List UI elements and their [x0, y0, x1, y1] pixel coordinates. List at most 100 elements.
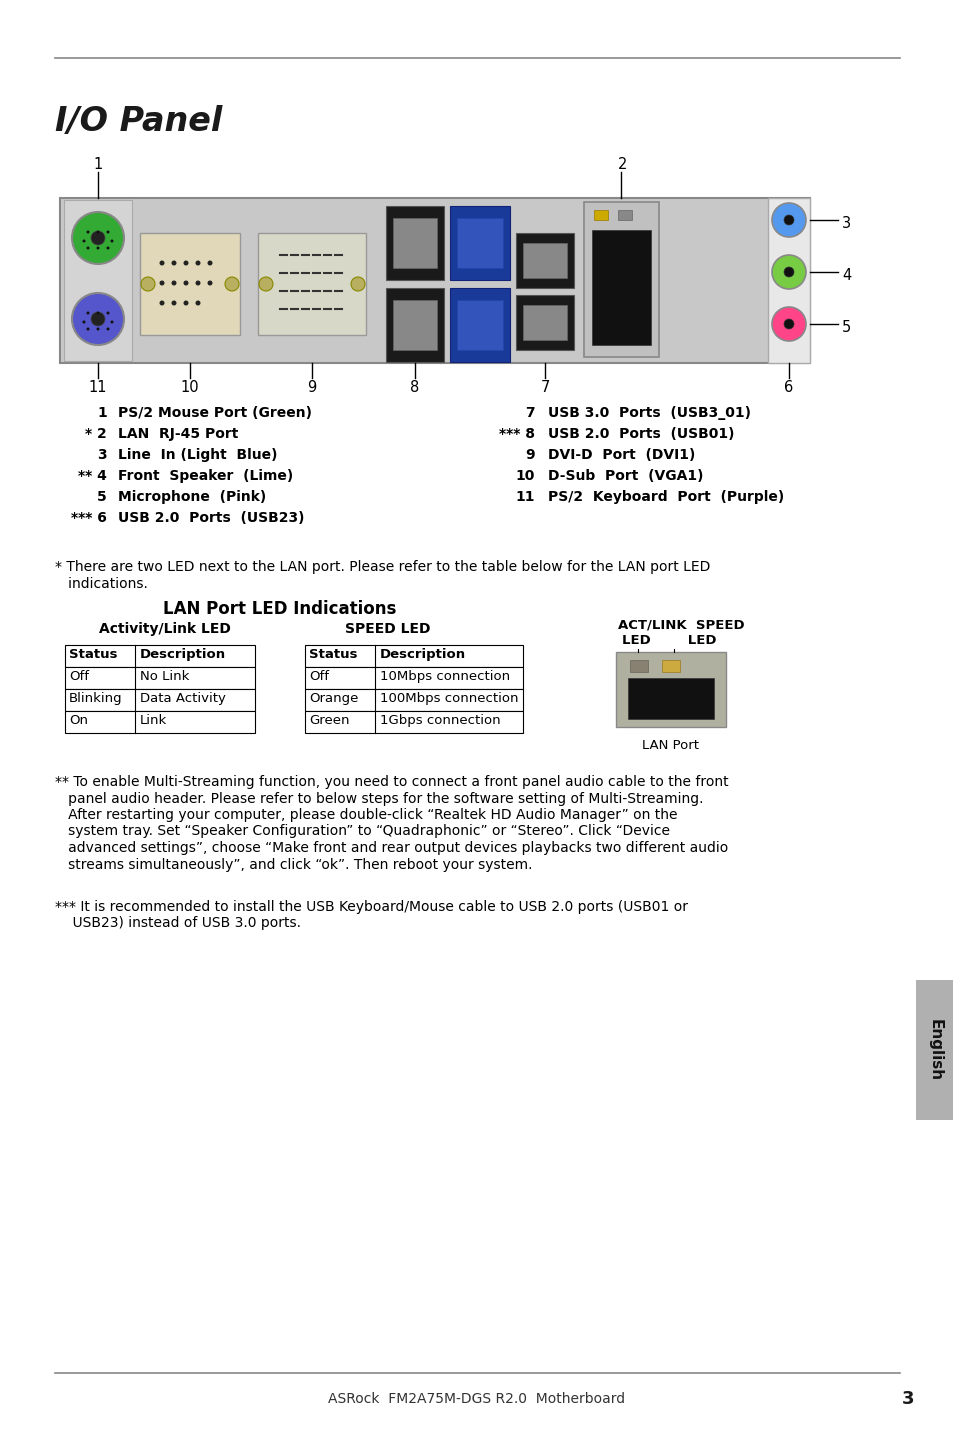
Circle shape — [195, 261, 200, 265]
Circle shape — [107, 246, 110, 249]
Bar — [627, 677, 713, 719]
Circle shape — [159, 261, 164, 265]
Bar — [450, 206, 510, 281]
Bar — [393, 299, 436, 349]
Text: Line  In (Light  Blue): Line In (Light Blue) — [118, 448, 277, 463]
Text: 3: 3 — [841, 216, 850, 232]
Bar — [65, 712, 254, 733]
Circle shape — [225, 276, 239, 291]
Bar — [386, 206, 443, 281]
Circle shape — [183, 261, 189, 265]
Circle shape — [183, 301, 189, 305]
Bar — [629, 660, 647, 672]
Circle shape — [96, 328, 99, 331]
Circle shape — [208, 281, 213, 285]
Text: 8: 8 — [410, 379, 419, 395]
Bar — [393, 218, 436, 268]
Circle shape — [159, 301, 164, 305]
Bar — [618, 211, 631, 221]
Circle shape — [91, 312, 105, 326]
Circle shape — [771, 306, 805, 341]
Bar — [616, 652, 725, 727]
Text: PS/2  Keyboard  Port  (Purple): PS/2 Keyboard Port (Purple) — [547, 490, 783, 504]
Bar — [140, 233, 240, 335]
Text: LED        LED: LED LED — [621, 634, 716, 647]
Text: On: On — [69, 715, 88, 727]
Circle shape — [783, 319, 793, 329]
Circle shape — [96, 312, 99, 315]
Circle shape — [351, 276, 365, 291]
Text: panel audio header. Please refer to below steps for the software setting of Mult: panel audio header. Please refer to belo… — [55, 792, 702, 805]
Circle shape — [208, 261, 213, 265]
Text: Link: Link — [140, 715, 167, 727]
Circle shape — [195, 281, 200, 285]
Circle shape — [783, 266, 793, 276]
Circle shape — [91, 231, 105, 245]
Text: ASRock  FM2A75M-DGS R2.0  Motherboard: ASRock FM2A75M-DGS R2.0 Motherboard — [328, 1392, 625, 1406]
Text: Blinking: Blinking — [69, 692, 123, 705]
Circle shape — [195, 301, 200, 305]
Text: Description: Description — [379, 649, 466, 662]
Circle shape — [82, 239, 86, 242]
Text: After restarting your computer, please double-click “Realtek HD Audio Manager” o: After restarting your computer, please d… — [55, 808, 677, 822]
Bar — [60, 198, 809, 362]
Circle shape — [771, 203, 805, 238]
Circle shape — [183, 281, 189, 285]
Text: No Link: No Link — [140, 670, 190, 683]
Text: Orange: Orange — [309, 692, 358, 705]
Bar — [767, 198, 809, 362]
Text: 9: 9 — [525, 448, 535, 463]
Circle shape — [96, 246, 99, 249]
Text: system tray. Set “Speaker Configuration” to “Quadraphonic” or “Stereo”. Click “D: system tray. Set “Speaker Configuration”… — [55, 825, 669, 839]
Text: USB 2.0  Ports  (USB01): USB 2.0 Ports (USB01) — [547, 427, 734, 441]
Text: 11: 11 — [89, 379, 107, 395]
Bar — [661, 660, 679, 672]
Text: streams simultaneously”, and click “ok”. Then reboot your system.: streams simultaneously”, and click “ok”.… — [55, 858, 532, 872]
Text: SPEED LED: SPEED LED — [345, 621, 431, 636]
Text: 1: 1 — [97, 407, 107, 420]
Bar — [516, 295, 574, 349]
Text: English: English — [926, 1020, 942, 1081]
Text: 1Gbps connection: 1Gbps connection — [379, 715, 500, 727]
Circle shape — [87, 246, 90, 249]
Bar — [522, 243, 566, 278]
Circle shape — [107, 312, 110, 315]
Bar — [305, 667, 522, 689]
Bar — [64, 200, 132, 361]
Circle shape — [107, 328, 110, 331]
Circle shape — [172, 281, 176, 285]
Text: 2: 2 — [618, 158, 627, 172]
Text: 10Mbps connection: 10Mbps connection — [379, 670, 510, 683]
Text: Off: Off — [309, 670, 329, 683]
Bar — [386, 288, 443, 362]
Text: *** It is recommended to install the USB Keyboard/Mouse cable to USB 2.0 ports (: *** It is recommended to install the USB… — [55, 899, 687, 914]
Circle shape — [783, 215, 793, 225]
Text: Activity/Link LED: Activity/Link LED — [99, 621, 231, 636]
Text: ** 4: ** 4 — [78, 470, 107, 483]
Text: 9: 9 — [307, 379, 316, 395]
Circle shape — [87, 312, 90, 315]
Bar — [305, 689, 522, 712]
Circle shape — [172, 261, 176, 265]
Text: indications.: indications. — [55, 577, 148, 591]
Text: * There are two LED next to the LAN port. Please refer to the table below for th: * There are two LED next to the LAN port… — [55, 560, 710, 574]
Text: Data Activity: Data Activity — [140, 692, 226, 705]
Text: 7: 7 — [539, 379, 549, 395]
Text: * 2: * 2 — [85, 427, 107, 441]
Text: Microphone  (Pink): Microphone (Pink) — [118, 490, 266, 504]
Text: Status: Status — [309, 649, 357, 662]
Bar — [305, 644, 522, 667]
Text: 7: 7 — [525, 407, 535, 420]
Circle shape — [87, 231, 90, 233]
Text: Off: Off — [69, 670, 89, 683]
Bar — [456, 299, 502, 349]
Text: 10: 10 — [180, 379, 199, 395]
Text: LAN Port LED Indications: LAN Port LED Indications — [163, 600, 396, 619]
Bar — [65, 644, 254, 667]
Bar — [516, 233, 574, 288]
Bar — [305, 712, 522, 733]
Text: *** 8: *** 8 — [498, 427, 535, 441]
Bar — [257, 233, 366, 335]
Text: 4: 4 — [841, 269, 850, 284]
Text: LAN  RJ-45 Port: LAN RJ-45 Port — [118, 427, 238, 441]
